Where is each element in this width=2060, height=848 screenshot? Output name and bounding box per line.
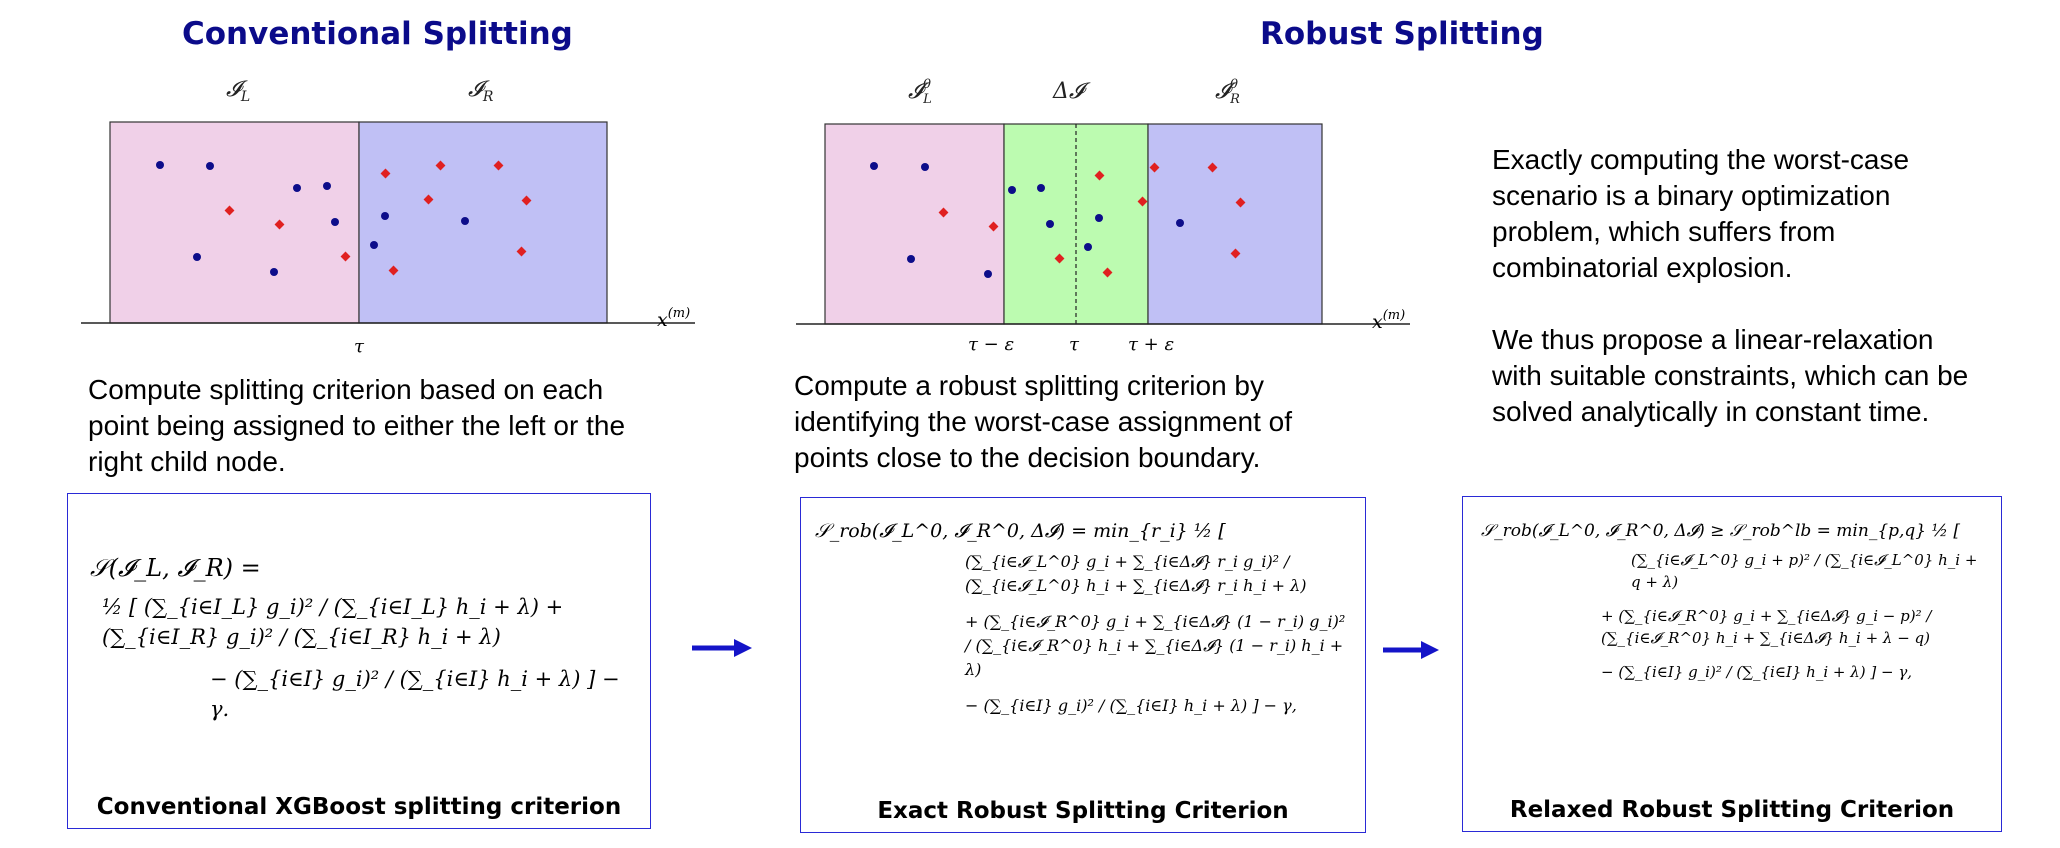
blue-point — [293, 184, 301, 192]
relaxation-paragraph: We thus propose a linear-relaxation with… — [1492, 324, 1969, 427]
caption-conventional: Conventional XGBoost splitting criterion — [96, 794, 622, 820]
blue-points — [156, 161, 469, 276]
blue-point — [323, 182, 331, 190]
blue-point — [461, 217, 469, 225]
formula-lhs: 𝒮_rob(𝓘_L^0, 𝓘_R^0, Δ𝓘) ≥ 𝒮_rob^lb = min… — [1481, 521, 1961, 541]
exact-formula: 𝒮_rob(𝓘_L^0, 𝓘_R^0, Δ𝓘) = min_{r_i} ½ [ … — [815, 520, 1355, 718]
conventional-split-diagram: 𝓘L 𝓘R x(m) τ — [81, 77, 695, 357]
caption-exact: Exact Robust Splitting Criterion — [877, 798, 1289, 824]
region-label-delta-i: Δ𝓘 — [1052, 79, 1091, 104]
red-point — [380, 168, 391, 179]
blue-point — [1084, 243, 1092, 251]
blue-point — [156, 161, 164, 169]
robust-description: Compute a robust splitting criterion by … — [794, 370, 1293, 473]
red-point — [1235, 197, 1246, 208]
blue-point — [370, 241, 378, 249]
left-region — [109, 121, 360, 324]
region-label-ir0: 𝓘0 R — [1215, 77, 1240, 107]
formula-line-2: + (∑_{i∈𝓘_R^0} g_i + ∑_{i∈Δ𝓘} g_i − p)² … — [1601, 607, 1932, 647]
blue-point — [1046, 220, 1054, 228]
red-point — [493, 160, 504, 171]
red-point — [938, 207, 949, 218]
axis-label: x(m) — [657, 306, 690, 331]
blue-point — [270, 268, 278, 276]
red-points — [938, 162, 1246, 278]
red-point — [224, 205, 235, 216]
blue-point — [381, 212, 389, 220]
region-label-ir: 𝓘R — [468, 77, 494, 105]
formula-line-2: + (∑_{i∈𝓘_R^0} g_i + ∑_{i∈Δ𝓘} (1 − r_i) … — [965, 612, 1346, 679]
red-point — [274, 219, 285, 230]
conventional-description: Compute splitting criterion based on eac… — [88, 374, 626, 477]
formula-lhs: 𝒮_rob(𝓘_L^0, 𝓘_R^0, Δ𝓘) = min_{r_i} ½ [ — [815, 520, 1226, 542]
relaxed-formula: 𝒮_rob(𝓘_L^0, 𝓘_R^0, Δ𝓘) ≥ 𝒮_rob^lb = min… — [1481, 521, 1986, 683]
conventional-formula-box: 𝒮(𝓘_L, 𝓘_R) = ½ [ (∑_{i∈I_L} g_i)² / (∑_… — [67, 493, 651, 829]
title-robust-splitting: Robust Splitting — [1260, 16, 1544, 52]
blue-points — [870, 162, 1184, 278]
right-region — [358, 121, 608, 324]
formula-line-3: − (∑_{i∈I} g_i)² / (∑_{i∈I} h_i + λ) ] −… — [965, 696, 1297, 715]
caption-relaxed: Relaxed Robust Splitting Criterion — [1509, 797, 1955, 823]
right-arrow-icon — [692, 639, 752, 657]
blue-point — [1008, 186, 1016, 194]
title-conventional-splitting: Conventional Splitting — [182, 16, 573, 52]
left-region — [824, 123, 1005, 325]
blue-point — [1037, 184, 1045, 192]
red-point — [1102, 267, 1113, 278]
blue-point — [206, 162, 214, 170]
tick-label-tau: τ — [1069, 334, 1080, 355]
right-arrow-icon — [1383, 641, 1439, 659]
blue-point — [921, 163, 929, 171]
formula-line-1: ½ [ (∑_{i∈I_L} g_i)² / (∑_{i∈I_L} h_i + … — [102, 595, 564, 649]
relaxed-formula-box: 𝒮_rob(𝓘_L^0, 𝓘_R^0, Δ𝓘) ≥ 𝒮_rob^lb = min… — [1462, 496, 2002, 832]
blue-point — [1095, 214, 1103, 222]
red-point — [1207, 162, 1218, 173]
formula-line-2: − (∑_{i∈I} g_i)² / (∑_{i∈I} h_i + λ) ] −… — [210, 667, 620, 721]
red-points — [224, 160, 532, 276]
right-region — [1147, 123, 1323, 325]
conventional-formula: 𝒮(𝓘_L, 𝓘_R) = ½ [ (∑_{i∈I_L} g_i)² / (∑_… — [90, 554, 630, 724]
blue-point — [870, 162, 878, 170]
red-point — [1054, 253, 1065, 264]
formula-lhs: 𝒮(𝓘_L, 𝓘_R) = — [90, 554, 261, 582]
worst-case-paragraph: Exactly computing the worst-case scenari… — [1492, 144, 1910, 283]
blue-point — [331, 218, 339, 226]
red-point — [988, 221, 999, 232]
formula-line-3: − (∑_{i∈I} g_i)² / (∑_{i∈I} h_i + λ) ] −… — [1601, 663, 1913, 681]
tick-label-tau-minus-eps: τ − ε — [968, 334, 1014, 355]
red-point — [1137, 196, 1148, 207]
formula-line-1: (∑_{i∈𝓘_L^0} g_i + ∑_{i∈Δ𝓘} r_i g_i)² / … — [965, 552, 1307, 595]
red-point — [521, 195, 532, 206]
region-label-il: 𝓘L — [226, 77, 250, 105]
red-point — [516, 246, 527, 257]
tick-label-tau: τ — [354, 336, 365, 357]
formula-line-1: (∑_{i∈𝓘_L^0} g_i + p)² / (∑_{i∈𝓘_L^0} h_… — [1631, 551, 1978, 591]
blue-point — [984, 270, 992, 278]
blue-point — [193, 253, 201, 261]
red-point — [423, 194, 434, 205]
blue-point — [1176, 219, 1184, 227]
tick-label-tau-plus-eps: τ + ε — [1128, 334, 1174, 355]
blue-point — [907, 255, 915, 263]
red-point — [435, 160, 446, 171]
red-point — [1149, 162, 1160, 173]
exact-formula-box: 𝒮_rob(𝓘_L^0, 𝓘_R^0, Δ𝓘) = min_{r_i} ½ [ … — [800, 497, 1366, 833]
red-point — [1094, 170, 1105, 181]
robust-split-diagram: 𝓘0 L Δ𝓘 𝓘0 R x(m) τ − ε τ τ + ε — [796, 77, 1410, 355]
red-point — [1230, 248, 1241, 259]
region-label-il0: 𝓘0 L — [908, 77, 932, 107]
axis-label: x(m) — [1372, 308, 1405, 333]
